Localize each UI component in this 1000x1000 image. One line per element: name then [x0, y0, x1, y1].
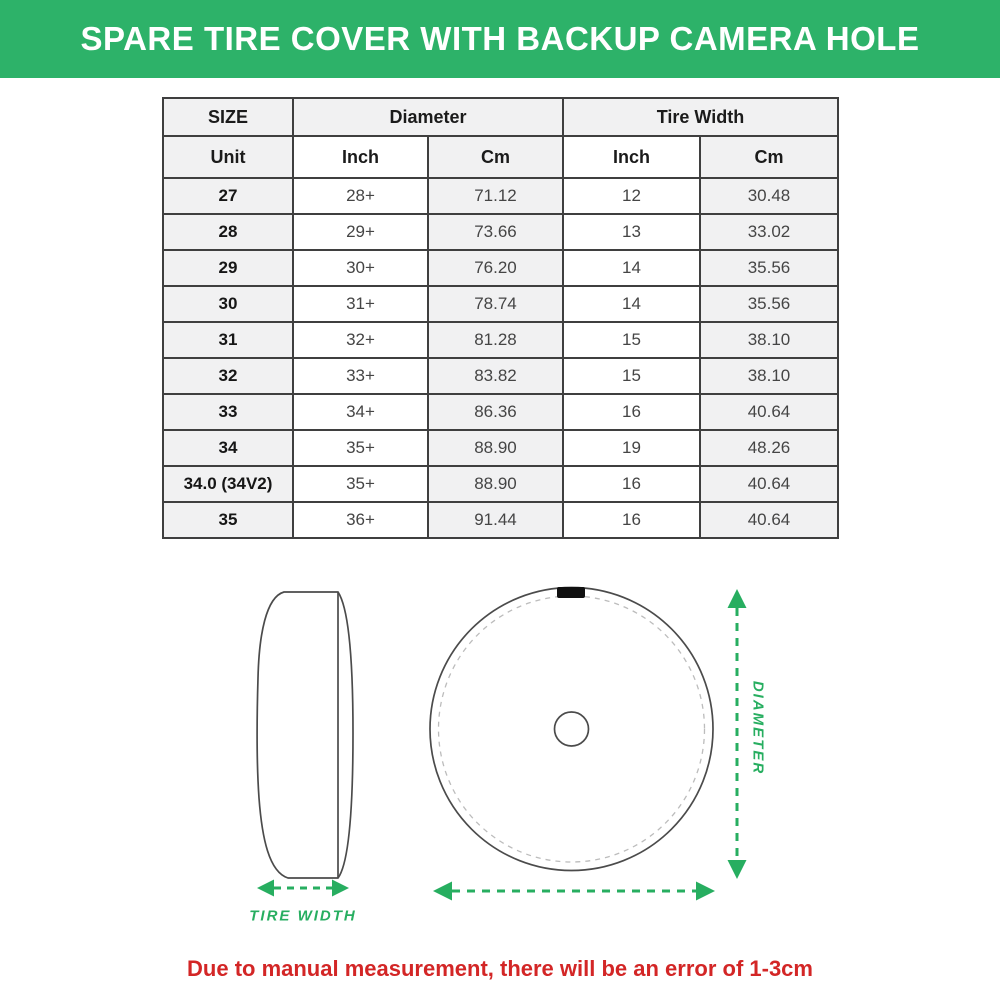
cell-diameter-inch: 36+ — [292, 501, 429, 539]
cell-width-cm: 40.64 — [699, 465, 839, 503]
page-title: SPARE TIRE COVER WITH BACKUP CAMERA HOLE — [80, 20, 920, 57]
col-header-width-cm: Cm — [699, 135, 839, 179]
cell-diameter-cm: 86.36 — [427, 393, 564, 431]
col-header-size: SIZE — [162, 97, 294, 137]
diameter-label: DIAMETER — [749, 680, 767, 776]
table-row: 29 30+ 76.20 14 35.56 — [162, 249, 839, 287]
cell-size: 31 — [162, 321, 294, 359]
table-row: 33 34+ 86.36 16 40.64 — [162, 393, 839, 431]
cell-size: 28 — [162, 213, 294, 251]
cell-diameter-cm: 73.66 — [427, 213, 564, 251]
cell-width-inch: 13 — [562, 213, 701, 251]
cell-width-inch: 14 — [562, 285, 701, 323]
cell-diameter-inch: 31+ — [292, 285, 429, 323]
measurement-error-note: Due to manual measurement, there will be… — [187, 956, 813, 981]
cell-diameter-inch: 35+ — [292, 429, 429, 467]
camera-tab — [557, 587, 585, 598]
col-header-tire-width: Tire Width — [562, 97, 839, 137]
cell-diameter-cm: 81.28 — [427, 321, 564, 359]
cell-width-cm: 35.56 — [699, 285, 839, 323]
cell-size: 33 — [162, 393, 294, 431]
header-banner: SPARE TIRE COVER WITH BACKUP CAMERA HOLE — [0, 0, 1000, 78]
cell-diameter-inch: 33+ — [292, 357, 429, 395]
tire-width-label: TIRE WIDTH — [249, 907, 357, 925]
cell-diameter-cm: 83.82 — [427, 357, 564, 395]
table-header-row-units: Unit Inch Cm Inch Cm — [162, 135, 839, 179]
cell-diameter-inch: 34+ — [292, 393, 429, 431]
tire-front-view — [429, 586, 714, 872]
size-table-body: 27 28+ 71.12 12 30.48 28 29+ 73.66 13 33.02 29 30+ 7… — [162, 177, 839, 539]
cell-diameter-cm: 88.90 — [427, 429, 564, 467]
cell-size: 34 — [162, 429, 294, 467]
cell-width-cm: 38.10 — [699, 321, 839, 359]
col-header-unit: Unit — [162, 135, 294, 179]
cell-diameter-inch: 28+ — [292, 177, 429, 215]
tire-width-arrow — [257, 879, 349, 897]
cell-size: 32 — [162, 357, 294, 395]
cell-width-cm: 30.48 — [699, 177, 839, 215]
col-header-diameter-inch: Inch — [292, 135, 429, 179]
cell-size: 34.0 (34V2) — [162, 465, 294, 503]
cell-width-inch: 12 — [562, 177, 701, 215]
diameter-arrow-vertical — [727, 589, 747, 879]
cell-diameter-cm: 78.74 — [427, 285, 564, 323]
cell-width-cm: 48.26 — [699, 429, 839, 467]
table-row: 27 28+ 71.12 12 30.48 — [162, 177, 839, 215]
cell-width-inch: 16 — [562, 393, 701, 431]
cell-size: 27 — [162, 177, 294, 215]
backup-camera-hole — [553, 711, 590, 747]
cell-diameter-inch: 35+ — [292, 465, 429, 503]
table-row: 31 32+ 81.28 15 38.10 — [162, 321, 839, 359]
cell-diameter-cm: 91.44 — [427, 501, 564, 539]
cell-width-cm: 35.56 — [699, 249, 839, 287]
cell-diameter-cm: 76.20 — [427, 249, 564, 287]
cell-width-cm: 33.02 — [699, 213, 839, 251]
diameter-arrow-horizontal — [433, 881, 715, 901]
cell-diameter-cm: 88.90 — [427, 465, 564, 503]
cell-width-inch: 15 — [562, 321, 701, 359]
table-row: 28 29+ 73.66 13 33.02 — [162, 213, 839, 251]
cell-width-cm: 38.10 — [699, 357, 839, 395]
cell-width-inch: 16 — [562, 501, 701, 539]
table-row: 34.0 (34V2) 35+ 88.90 16 40.64 — [162, 465, 839, 503]
cell-width-inch: 19 — [562, 429, 701, 467]
cell-diameter-inch: 29+ — [292, 213, 429, 251]
table-row: 35 36+ 91.44 16 40.64 — [162, 501, 839, 539]
size-table: SIZE Diameter Tire Width Unit Inch Cm In… — [162, 97, 839, 539]
col-header-diameter: Diameter — [292, 97, 564, 137]
table-row: 34 35+ 88.90 19 48.26 — [162, 429, 839, 467]
table-header-row-groups: SIZE Diameter Tire Width — [162, 97, 839, 137]
cell-size: 35 — [162, 501, 294, 539]
table-row: 32 33+ 83.82 15 38.10 — [162, 357, 839, 395]
cell-width-inch: 16 — [562, 465, 701, 503]
cell-diameter-inch: 32+ — [292, 321, 429, 359]
col-header-width-inch: Inch — [562, 135, 701, 179]
col-header-diameter-cm: Cm — [427, 135, 564, 179]
tire-side-view — [256, 591, 354, 879]
cell-width-inch: 15 — [562, 357, 701, 395]
cell-diameter-cm: 71.12 — [427, 177, 564, 215]
cell-width-cm: 40.64 — [699, 393, 839, 431]
cell-size: 30 — [162, 285, 294, 323]
cell-width-cm: 40.64 — [699, 501, 839, 539]
table-row: 30 31+ 78.74 14 35.56 — [162, 285, 839, 323]
cell-diameter-inch: 30+ — [292, 249, 429, 287]
cell-width-inch: 14 — [562, 249, 701, 287]
cell-size: 29 — [162, 249, 294, 287]
